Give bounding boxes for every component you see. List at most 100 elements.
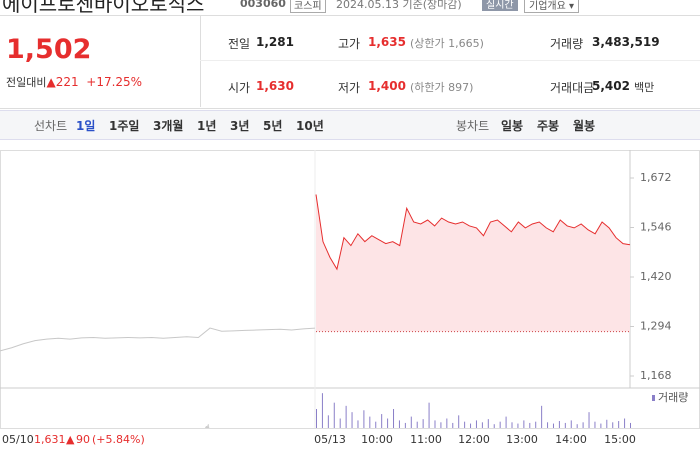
- tab[interactable]: 3년: [230, 119, 250, 133]
- volume-bar: [387, 418, 389, 428]
- volume-bar: [535, 421, 537, 428]
- tab[interactable]: 1일: [76, 119, 96, 133]
- tab-label: 선차트: [34, 119, 68, 133]
- volume-bar: [523, 420, 525, 428]
- volume-bar: [440, 422, 442, 428]
- stock-name: 에이프로젠바이오로직스: [2, 0, 205, 16]
- change-label: 전일대비: [6, 76, 47, 89]
- volume-bar: [606, 419, 608, 428]
- realtime-button[interactable]: 실시간: [482, 0, 518, 11]
- rate: +17.25%: [86, 75, 143, 89]
- field-label: 저가: [338, 81, 361, 95]
- price: 1,502: [6, 34, 92, 65]
- volume-bar: [470, 423, 472, 428]
- price-line: [315, 194, 631, 271]
- y-tick-label: 1,420: [640, 270, 672, 283]
- area: [316, 194, 630, 332]
- field-note: (상한가 1,665): [410, 37, 484, 50]
- volume-bar: [452, 422, 454, 428]
- footer-price: 1,631: [34, 433, 66, 446]
- y-tick-label: 1,168: [640, 369, 672, 382]
- volume-bar: [458, 415, 460, 428]
- divider: [200, 60, 700, 61]
- volume-bar: [207, 425, 209, 428]
- tab[interactable]: 1주일: [109, 119, 140, 133]
- tab[interactable]: 주봉: [537, 119, 560, 133]
- volume-bar: [517, 423, 519, 428]
- price-line: [0, 327, 316, 352]
- stock-code: 003060: [240, 0, 286, 10]
- volume-bar: [363, 410, 365, 428]
- volume-bar: [404, 422, 406, 428]
- volume-bar: [499, 421, 501, 428]
- volume-bar: [600, 423, 602, 428]
- volume-bar: [624, 418, 626, 428]
- volume-bar: [375, 421, 377, 428]
- y-tick-label: 1,672: [640, 171, 672, 184]
- field-label: 전일: [228, 37, 251, 51]
- volume-bar: [422, 419, 424, 428]
- volume-bar: [333, 402, 335, 428]
- tab[interactable]: 일봉: [501, 119, 524, 133]
- volume-bar: [529, 422, 531, 428]
- field-label: 거래대금: [550, 81, 595, 95]
- x-tick-label: 15:00: [604, 433, 636, 446]
- volume-bar: [630, 422, 631, 428]
- y-tick-label: 1,294: [640, 320, 672, 333]
- volume-bar: [416, 421, 418, 428]
- volume-bar: [564, 422, 566, 428]
- tab-bar: [0, 110, 700, 140]
- volume-bar: [446, 418, 448, 428]
- volume-bar: [576, 424, 578, 428]
- volume-bar: [398, 420, 400, 428]
- volume-bar: [547, 422, 549, 428]
- field-value: 1,400: [368, 79, 406, 93]
- volume-bar: [588, 412, 590, 428]
- volume-bar: [570, 420, 572, 428]
- overview-text: 기업개요: [529, 1, 566, 12]
- tab[interactable]: 월봉: [573, 119, 596, 133]
- x-tick-label: 11:00: [410, 433, 442, 446]
- volume-bar: [357, 420, 359, 428]
- volume-bar: [434, 420, 436, 428]
- tab[interactable]: 3개월: [153, 119, 184, 133]
- volume-bar: [505, 416, 507, 428]
- divider: [200, 16, 201, 107]
- volume-bar: [594, 421, 596, 428]
- volume-bar: [487, 419, 489, 428]
- volume-bar: [206, 426, 207, 428]
- volume-bar: [582, 422, 584, 428]
- volume-bar: [464, 421, 466, 428]
- field-value: 1,635: [368, 35, 406, 49]
- footer-date: 05/10: [2, 433, 34, 446]
- volume-bar: [612, 422, 614, 428]
- volume-bar: [327, 415, 329, 428]
- tab[interactable]: 1년: [197, 119, 217, 133]
- change: 221: [55, 75, 79, 89]
- volume-bar: [207, 424, 209, 428]
- volume-bar: [493, 424, 495, 428]
- field-note: (하한가 897): [410, 81, 474, 94]
- field-value: 1,630: [256, 79, 294, 93]
- overview-button[interactable]: 기업개요 ▾: [524, 0, 580, 13]
- x-tick-label: 14:00: [555, 433, 587, 446]
- market-badge: 코스피: [290, 0, 326, 13]
- footer-arrow: ▲: [66, 433, 75, 446]
- volume-bar: [208, 426, 210, 428]
- field-value: 1,281: [256, 35, 294, 49]
- volume-bar: [428, 402, 430, 428]
- legend-label: 거래량: [658, 391, 688, 404]
- volume-bar: [321, 393, 323, 428]
- volume-bar: [552, 423, 554, 428]
- y-tick-label: 1,546: [640, 221, 672, 234]
- field-value: 3,483,519: [592, 35, 660, 49]
- quote-box: [0, 15, 700, 109]
- volume-bar: [410, 416, 412, 428]
- volume-bar: [351, 412, 353, 428]
- tab[interactable]: 10년: [296, 119, 324, 133]
- volume-bar: [618, 421, 620, 428]
- footer-rate: (+5.84%): [92, 433, 145, 446]
- x-tick-label: 10:00: [361, 433, 393, 446]
- tab[interactable]: 5년: [263, 119, 283, 133]
